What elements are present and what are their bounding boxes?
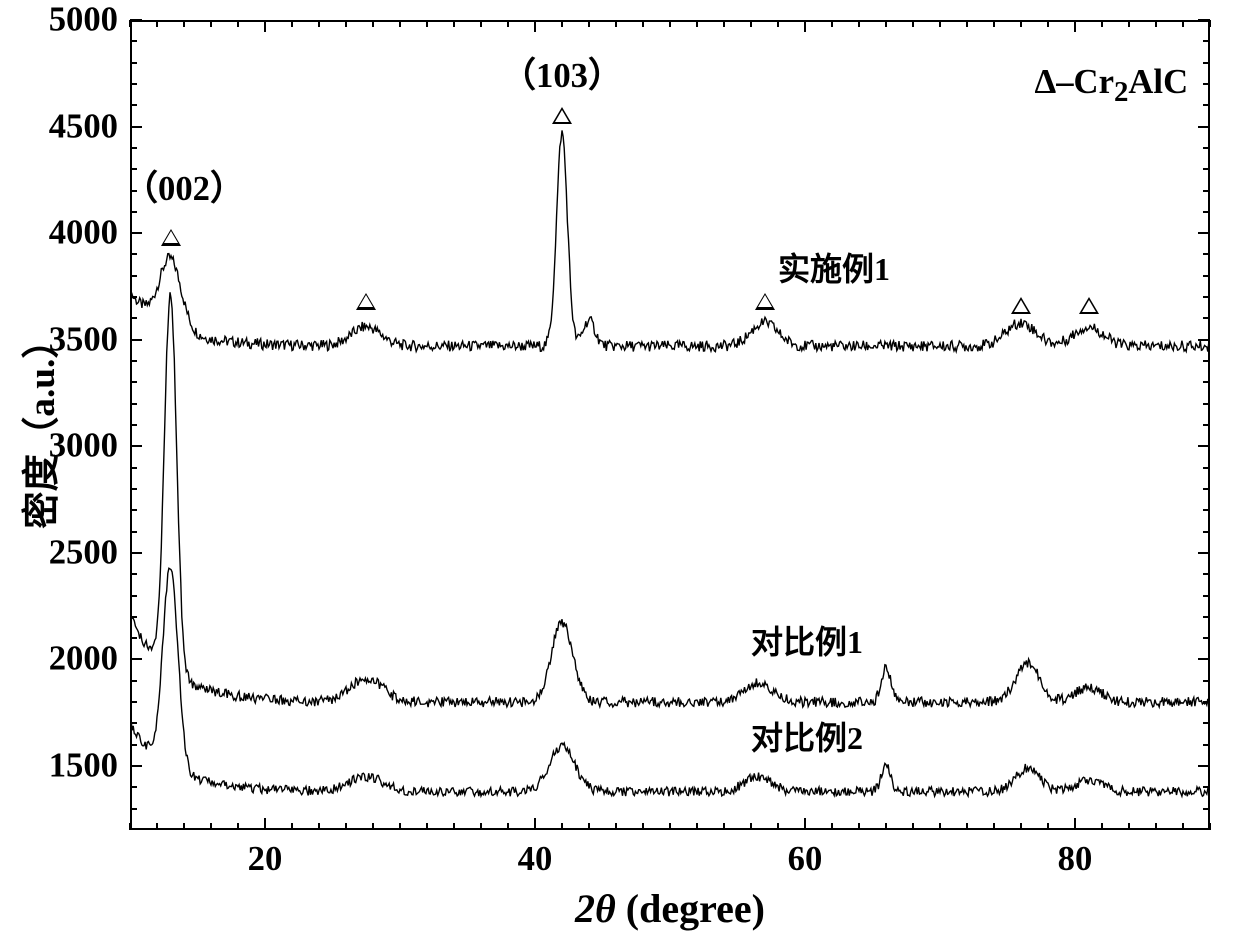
xrd-trace-compare1 bbox=[130, 292, 1210, 707]
xrd-figure: 密度（a.u.） 2θ (degree) Δ–Cr2AlC 2040608015… bbox=[0, 0, 1240, 944]
xrd-traces-svg bbox=[0, 0, 1240, 944]
xrd-trace-compare2 bbox=[130, 568, 1210, 796]
xrd-trace-example1 bbox=[130, 130, 1210, 351]
